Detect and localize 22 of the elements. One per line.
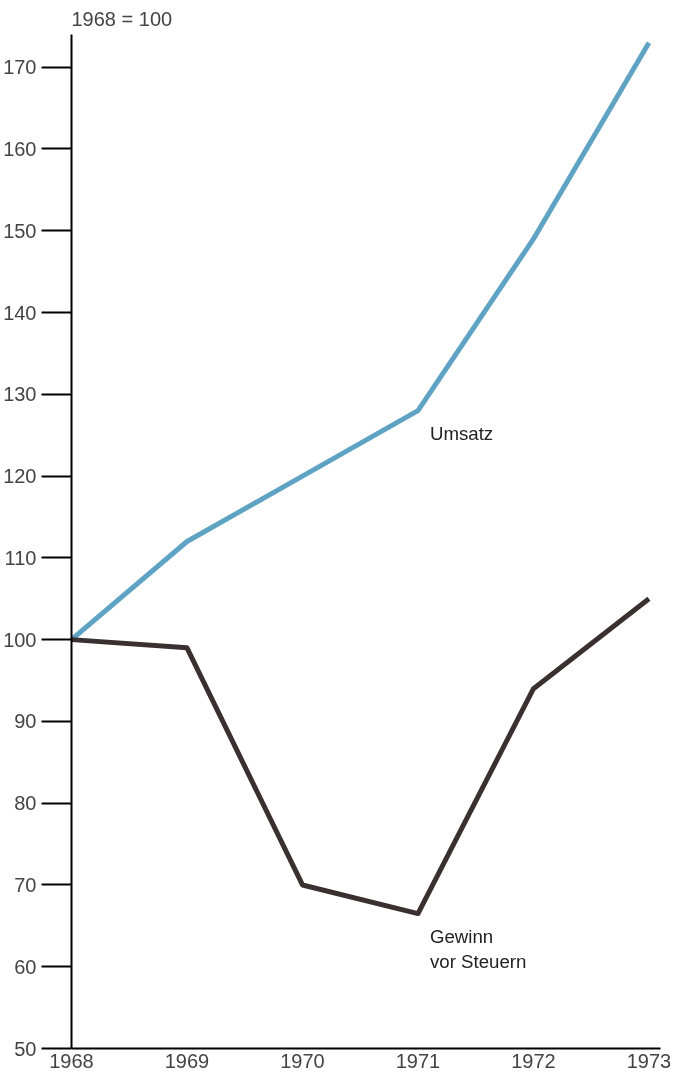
y-tick-label: 110: [4, 546, 37, 569]
y-tick-label: 70: [14, 873, 37, 896]
x-tick-label: 1972: [511, 1049, 556, 1072]
x-tick-label: 1968: [49, 1049, 94, 1072]
y-tick-label: 170: [3, 56, 37, 79]
y-tick-label: 120: [3, 465, 37, 488]
chart-title: 1968 = 100: [71, 7, 173, 30]
series-label: Umsatz: [429, 422, 494, 444]
y-tick-label: 80: [14, 792, 37, 815]
x-tick-label: 1970: [280, 1049, 325, 1072]
y-tick-label: 60: [14, 955, 37, 978]
x-tick-label: 1969: [164, 1049, 210, 1072]
series-label: Gewinn vor Steuern: [429, 925, 527, 972]
y-tick-label: 50: [14, 1037, 37, 1060]
y-tick-label: 160: [3, 137, 37, 160]
x-tick-label: 1973: [626, 1049, 672, 1072]
x-tick-label: 1971: [395, 1049, 441, 1072]
y-tick-label: 90: [14, 710, 37, 733]
y-tick-label: 140: [3, 301, 37, 324]
y-tick-label: 100: [3, 628, 37, 651]
y-tick-label: 130: [3, 383, 37, 406]
y-tick-label: 150: [3, 219, 37, 242]
